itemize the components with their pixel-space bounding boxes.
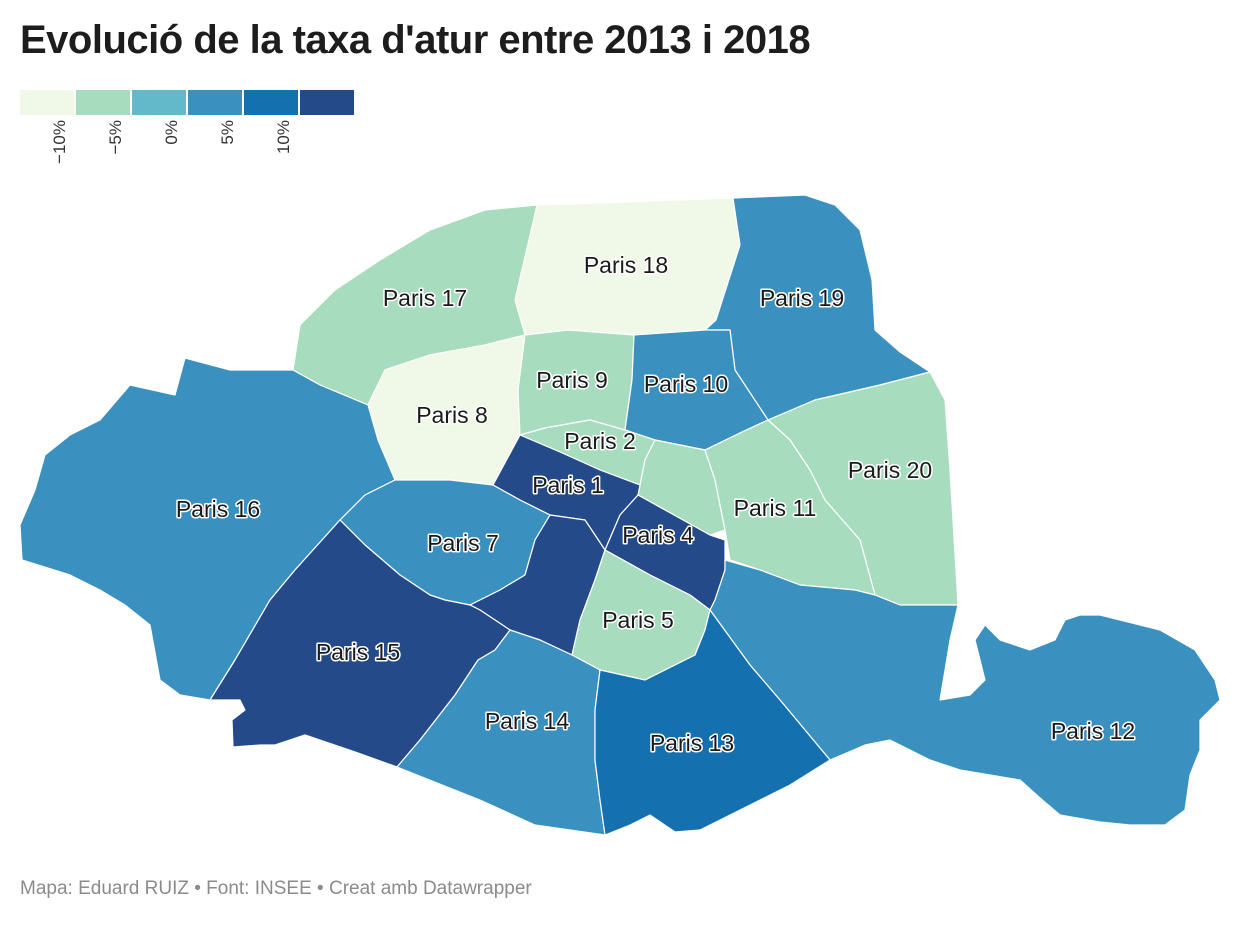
region-label-paris-14: Paris 14 xyxy=(485,708,570,734)
region-label-paris-13: Paris 13 xyxy=(650,730,734,756)
region-label-paris-4: Paris 4 xyxy=(622,522,694,548)
region-paris-16[interactable] xyxy=(19,357,396,701)
region-label-paris-19: Paris 19 xyxy=(760,285,844,311)
region-label-paris-10: Paris 10 xyxy=(644,371,728,397)
legend-swatch-5 xyxy=(244,90,298,115)
region-label-paris-20: Paris 20 xyxy=(848,457,932,483)
region-label-paris-11: Paris 11 xyxy=(734,495,817,521)
region-label-paris-12: Paris 12 xyxy=(1051,718,1135,744)
chart-title: Evolució de la taxa d'atur entre 2013 i … xyxy=(20,18,811,62)
region-label-paris-15: Paris 15 xyxy=(316,639,400,665)
region-label-paris-16: Paris 16 xyxy=(176,496,260,522)
region-label-paris-5: Paris 5 xyxy=(602,607,674,633)
region-paris-12[interactable] xyxy=(709,559,1221,826)
region-label-paris-2: Paris 2 xyxy=(564,428,636,454)
region-label-paris-1: Paris 1 xyxy=(532,472,604,498)
legend-swatch-2 xyxy=(76,90,130,115)
color-legend: −10% −5% 0% 5% 10% xyxy=(20,90,356,180)
region-label-paris-17: Paris 17 xyxy=(383,285,467,311)
region-paris-15[interactable] xyxy=(209,519,511,768)
region-paris-13[interactable] xyxy=(594,609,831,836)
region-paris-14[interactable] xyxy=(396,629,606,836)
region-label-paris-8: Paris 8 xyxy=(416,402,488,428)
source-footer: Mapa: Eduard RUIZ • Font: INSEE • Creat … xyxy=(20,878,532,899)
legend-swatch-1 xyxy=(20,90,74,115)
region-label-paris-18: Paris 18 xyxy=(584,252,668,278)
legend-swatch-6 xyxy=(300,90,354,115)
region-label-paris-7: Paris 7 xyxy=(427,530,499,556)
legend-swatch-4 xyxy=(188,90,242,115)
region-label-paris-9: Paris 9 xyxy=(536,367,608,393)
legend-swatch-3 xyxy=(132,90,186,115)
